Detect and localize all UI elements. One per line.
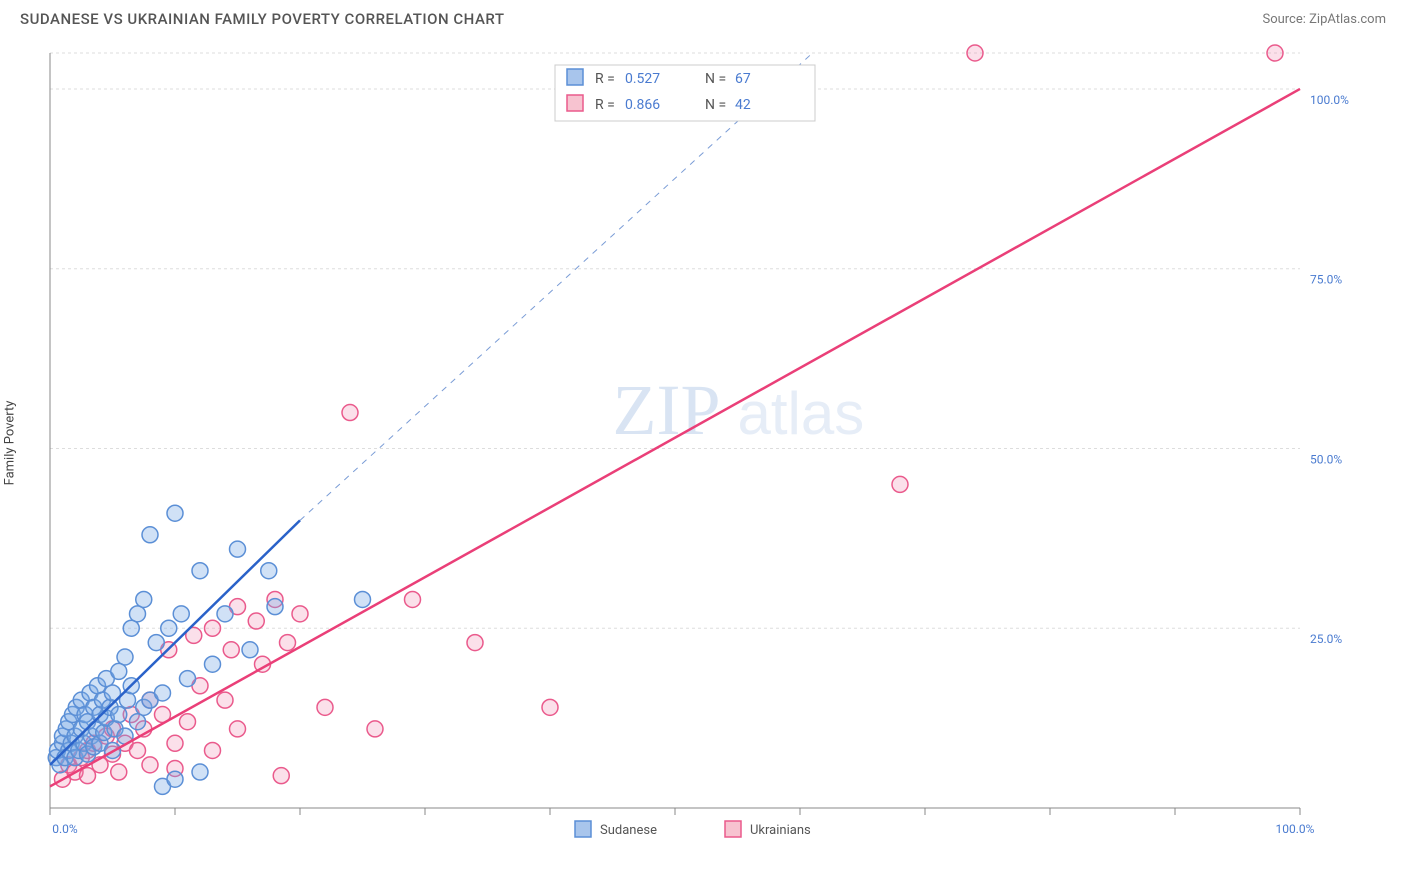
chart-header: SUDANESE VS UKRAINIAN FAMILY POVERTY COR… xyxy=(0,0,1406,33)
svg-text:N =: N = xyxy=(705,97,726,113)
y-axis-label: Family Poverty xyxy=(3,401,18,486)
svg-text:Sudanese: Sudanese xyxy=(600,823,657,838)
svg-text:0.527: 0.527 xyxy=(625,71,660,87)
svg-text:Ukrainians: Ukrainians xyxy=(750,823,811,838)
svg-text:67: 67 xyxy=(735,71,751,87)
svg-text:0.866: 0.866 xyxy=(625,97,660,113)
source-name: ZipAtlas.com xyxy=(1309,12,1386,27)
svg-text:R =: R = xyxy=(595,97,615,113)
chart-title: SUDANESE VS UKRAINIAN FAMILY POVERTY COR… xyxy=(20,10,504,28)
svg-text:75.0%: 75.0% xyxy=(1310,273,1342,287)
svg-text:100.0%: 100.0% xyxy=(1276,822,1315,836)
svg-text:50.0%: 50.0% xyxy=(1310,452,1342,466)
svg-text:atlas: atlas xyxy=(738,380,865,447)
svg-text:100.0%: 100.0% xyxy=(1310,93,1349,107)
svg-text:R =: R = xyxy=(595,71,615,87)
svg-text:25.0%: 25.0% xyxy=(1310,632,1342,646)
svg-text:N =: N = xyxy=(705,71,726,87)
scatter-chart: 25.0% 50.0% 75.0% 100.0% ZIP atlas 0.0% 100.0% R… xyxy=(20,33,1386,853)
svg-text:0.0%: 0.0% xyxy=(52,822,78,836)
svg-text:42: 42 xyxy=(735,97,751,113)
svg-text:ZIP: ZIP xyxy=(613,370,721,450)
source-prefix: Source: xyxy=(1262,12,1309,27)
source-attribution: Source: ZipAtlas.com xyxy=(1262,12,1386,27)
chart-container: Family Poverty 25.0%50.0%75.0%100.0%ZIPa… xyxy=(20,33,1386,853)
